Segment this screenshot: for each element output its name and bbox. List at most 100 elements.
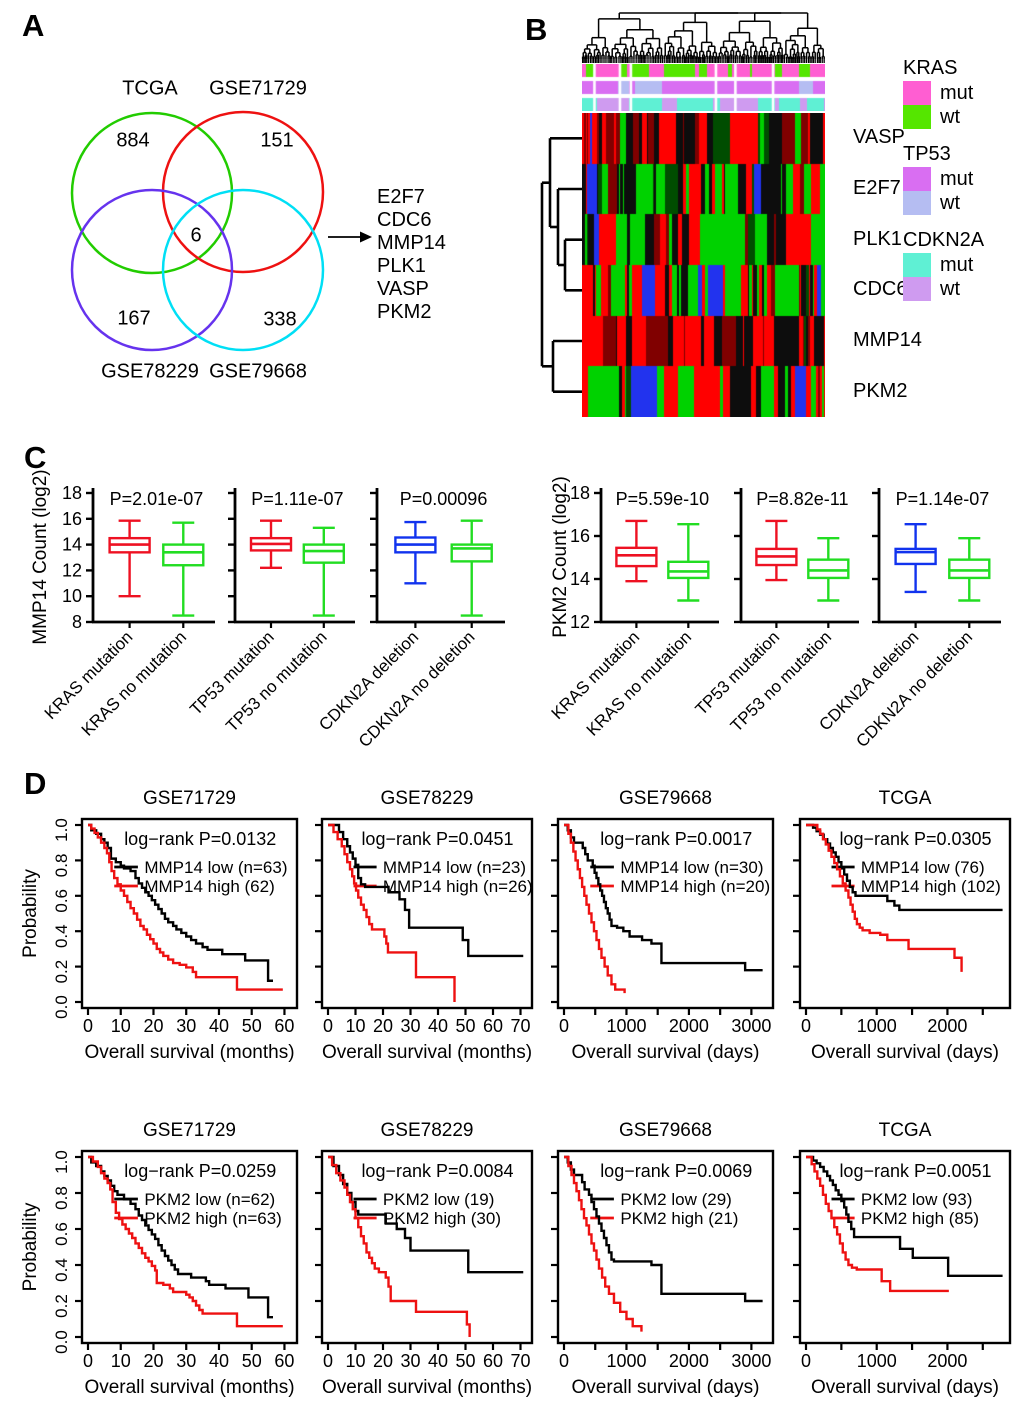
gene-item: MMP14 [377,232,446,254]
x-tick-label: 50 [455,1016,475,1036]
log-rank-p-label: log−rank P=0.0259 [124,1161,276,1181]
y-tick-label: 16 [570,526,590,546]
x-tick-label: 50 [242,1016,262,1036]
boxplot-ylabel-mmp14: MMP14 Count (log2) [30,469,51,645]
panel-d-label: D [24,766,47,801]
x-axis-label: Overall survival (days) [572,1377,760,1398]
venn-count-gse71729: 151 [260,129,294,152]
category-label: CDKN2A deletion [315,627,422,734]
plot-border [320,817,534,1010]
y-axis-label: Probability [20,1202,41,1291]
legend-low-label: PKM2 low (n=62) [144,1190,275,1209]
plot-border [798,1149,1012,1345]
x-tick-label: 10 [345,1016,365,1036]
survival-curve [328,823,456,1002]
legend-low-label: MMP14 low (n=30) [620,858,763,877]
plot-border [798,817,1012,1010]
legend-high-label: PKM2 high (30) [383,1209,501,1228]
y-tick-label: 8 [72,612,82,632]
heatmap-row-label: VASP [853,126,905,148]
x-tick-label: 10 [111,1351,131,1371]
legend-swatch-icon [903,253,931,277]
legend-high-label: PKM2 high (n=63) [144,1209,282,1228]
km-plot-0-0: 0.0 0.2 0.4 0.6 0.8 1.0 0 10 20 30 40 50 60 Overall s… [20,788,299,1063]
panel-c-label: C [24,440,47,475]
x-tick-label: 1000 [857,1016,897,1036]
x-tick-label: 10 [111,1016,131,1036]
legend-item-label: mut [940,253,974,276]
x-tick-label: 0 [323,1351,333,1371]
plot-title: GSE71729 [143,1120,236,1141]
y-tick-label: 0.6 [52,1222,71,1246]
survival-plots: 0.0 0.2 0.4 0.6 0.8 1.0 0 10 20 30 40 50 60 Overall s… [20,788,1012,1398]
x-axis-label: Overall survival (months) [322,1377,532,1398]
log-rank-p-label: log−rank P=0.0051 [839,1161,991,1181]
y-axis-label: Probability [20,869,41,958]
legend-item: mut [903,253,1020,277]
y-tick-label: 14 [570,569,590,589]
venn-set-label-tcga: TCGA [122,77,178,100]
y-tick-label: 10 [62,586,82,606]
heatmap-annotation-bars [582,64,825,111]
venn-diagram [70,110,372,352]
venn-count-tcga: 884 [116,129,150,152]
legend-low-label: PKM2 low (29) [620,1190,731,1209]
legend-item: wt [903,191,1020,215]
plot-title: TCGA [879,788,932,809]
category-label: KRAS no mutation [78,627,190,739]
x-tick-label: 3000 [731,1016,771,1036]
box [450,543,493,563]
legend-item-label: wt [940,277,960,300]
y-tick-label: 0.4 [52,924,71,948]
p-value-label: P=1.11e-07 [251,489,343,509]
survival-curve [88,823,273,982]
x-tick-label: 60 [274,1351,294,1371]
survival-curve [806,1155,949,1293]
top-dendrogram [581,12,825,63]
box [615,546,658,568]
y-tick-label: 1.0 [52,1150,71,1174]
y-tick-label: 16 [62,509,82,529]
y-tick-label: 0.2 [52,960,71,984]
plot-title: GSE78229 [381,1120,474,1141]
p-value-label: P=5.59e-10 [616,489,710,509]
legend-low-label: PKM2 low (93) [861,1190,972,1209]
p-value-label: P=8.82e-11 [756,489,848,509]
x-tick-label: 40 [209,1016,229,1036]
survival-curve [88,1155,283,1328]
legend-swatch-icon [903,81,931,105]
venn-set-label-gse71729: GSE71729 [209,77,307,100]
x-tick-label: 30 [176,1351,196,1371]
x-tick-label: 2000 [927,1351,967,1371]
legend-title: CDKN2A [903,229,985,251]
y-tick-label: 0.0 [52,995,71,1019]
y-tick-label: 1.0 [52,818,71,842]
box [807,558,850,580]
legend-title: TP53 [903,143,951,165]
x-axis-label: Overall survival (days) [811,1377,999,1398]
p-value-label: P=0.00096 [400,489,488,509]
legend-high-label: PKM2 high (21) [620,1209,738,1228]
x-tick-label: 50 [242,1351,262,1371]
log-rank-p-label: log−rank P=0.0084 [361,1161,513,1181]
legend-swatch-icon [903,105,931,129]
log-rank-p-label: log−rank P=0.0017 [600,829,752,849]
legend-swatch-icon [903,191,931,215]
y-tick-label: 14 [62,535,82,555]
km-plot-1-0: 0.0 0.2 0.4 0.6 0.8 1.0 0 10 20 30 40 50 60 Overall s… [20,1120,299,1398]
gene-item: VASP [377,278,429,300]
legend-low-label: PKM2 low (19) [383,1190,494,1209]
x-tick-label: 60 [274,1016,294,1036]
y-tick-label: 12 [570,612,590,632]
x-tick-label: 1000 [606,1351,646,1371]
legend-high-label: MMP14 high (n=20) [620,877,770,896]
log-rank-p-label: log−rank P=0.0305 [839,829,991,849]
heatmap-row-label: MMP14 [853,329,922,351]
heatmap-row-label: PKM2 [853,380,908,402]
x-tick-label: 20 [373,1016,393,1036]
venn-circle-GSE78229 [70,188,234,352]
plot-border [556,1149,775,1345]
legend-title: KRAS [903,57,958,79]
